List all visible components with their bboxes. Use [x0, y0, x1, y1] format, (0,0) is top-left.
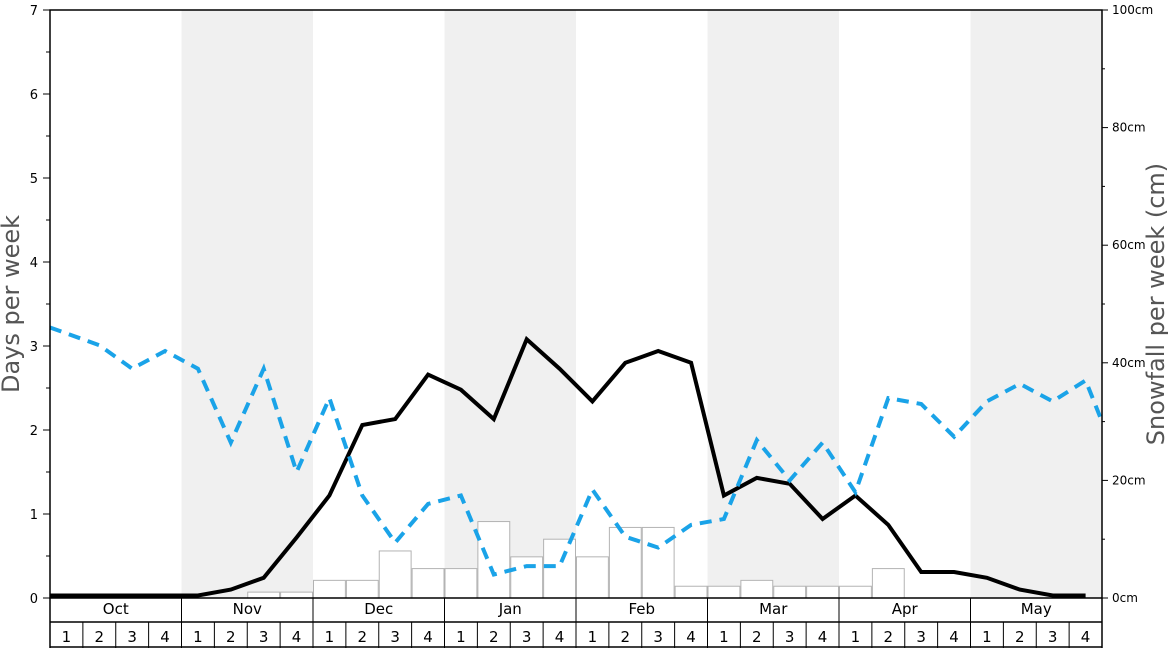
- right-axis-title: Snowfall per week (cm): [1142, 163, 1168, 445]
- week-label: 2: [1015, 628, 1025, 646]
- week-label: 4: [423, 628, 433, 646]
- month-band-mar: [707, 10, 839, 598]
- left-tick-label: 1: [30, 508, 38, 523]
- snowfall-bar: [247, 591, 281, 599]
- week-label: 2: [489, 628, 499, 646]
- left-axis: 0 1 2 3 4 5 6 7: [30, 4, 50, 607]
- right-tick-label: 20cm: [1112, 473, 1146, 487]
- snowfall-bar: [543, 538, 576, 599]
- left-axis-title: Days per week: [0, 215, 25, 393]
- week-label: 1: [193, 628, 203, 646]
- right-tick-label: 60cm: [1112, 238, 1146, 252]
- week-label: 1: [982, 628, 992, 646]
- month-band-may: [970, 10, 1102, 598]
- week-label: 4: [292, 628, 302, 646]
- week-label: 2: [752, 628, 762, 646]
- day-lines: [49, 325, 1104, 598]
- week-label: 2: [95, 628, 105, 646]
- left-tick-label: 0: [30, 592, 38, 607]
- snow-days-line: [50, 335, 1086, 598]
- week-label: 4: [818, 628, 828, 646]
- week-label: 3: [522, 628, 532, 646]
- left-tick-label: 3: [30, 340, 38, 355]
- right-tick-label: 0cm: [1112, 591, 1138, 605]
- week-label: 1: [851, 628, 861, 646]
- week-label: 4: [1081, 628, 1091, 646]
- snowfall-bar: [707, 585, 741, 599]
- snowfall-bar: [313, 579, 346, 599]
- week-label: 4: [555, 628, 565, 646]
- month-label: Apr: [892, 600, 919, 618]
- week-label: 4: [949, 628, 959, 646]
- snowfall-bar: [378, 550, 412, 599]
- snowfall-bars: [247, 521, 905, 599]
- week-label: 4: [686, 628, 696, 646]
- month-shading: [181, 10, 1102, 598]
- week-label: 2: [358, 628, 368, 646]
- snowfall-bar: [608, 526, 642, 599]
- week-label: 2: [226, 628, 236, 646]
- week-label: 1: [325, 628, 335, 646]
- month-label: Nov: [233, 600, 262, 618]
- week-label: 3: [653, 628, 663, 646]
- snowfall-bar: [477, 521, 511, 599]
- week-label: 1: [719, 628, 729, 646]
- snowfall-bar: [674, 585, 708, 599]
- week-label: 1: [62, 628, 72, 646]
- month-band-jan: [444, 10, 576, 598]
- month-axis: Oct 1 2 3 4 Nov 1 2 3 4 Dec 1 2 3 4 Jan 1 2 3 4 Feb 1 2 3 4 Mar 1 2…: [49, 598, 1103, 648]
- month-label: Feb: [628, 600, 655, 618]
- snowfall-bar: [839, 585, 872, 599]
- left-tick-label: 7: [30, 4, 38, 19]
- snowfall-bar: [280, 591, 313, 599]
- week-label: 3: [1048, 628, 1058, 646]
- week-label: 3: [127, 628, 137, 646]
- left-tick-label: 6: [30, 88, 38, 103]
- snowfall-bar: [871, 568, 905, 599]
- snowfall-bar: [444, 568, 478, 599]
- snowfall-bar: [773, 585, 807, 599]
- left-tick-label: 4: [30, 256, 38, 271]
- month-band-nov: [181, 10, 313, 598]
- week-label: 3: [916, 628, 926, 646]
- snowfall-bar: [806, 585, 839, 599]
- right-tick-label: 80cm: [1112, 121, 1146, 135]
- week-label: 2: [884, 628, 894, 646]
- left-tick-label: 2: [30, 424, 38, 439]
- snowfall-bar: [740, 579, 774, 599]
- week-label: 3: [390, 628, 400, 646]
- week-label: 3: [785, 628, 795, 646]
- week-label: 1: [456, 628, 466, 646]
- week-label: 3: [259, 628, 269, 646]
- month-label: Oct: [103, 600, 129, 618]
- snowfall-bar: [510, 556, 544, 599]
- week-label: 2: [621, 628, 631, 646]
- right-tick-label: 100cm: [1112, 3, 1153, 17]
- month-label: Jan: [498, 600, 522, 618]
- left-tick-label: 5: [30, 172, 38, 187]
- right-tick-label: 40cm: [1112, 356, 1146, 370]
- week-label: 1: [588, 628, 598, 646]
- snowfall-bar: [576, 556, 609, 599]
- right-axis: 0cm 20cm 40cm 60cm 80cm 100cm: [1102, 3, 1153, 605]
- month-label: Mar: [759, 600, 788, 618]
- week-label: 4: [160, 628, 170, 646]
- snowfall-bar: [345, 579, 379, 599]
- month-label: Dec: [364, 600, 393, 618]
- month-label: May: [1021, 600, 1052, 618]
- snowfall-bar: [411, 568, 445, 599]
